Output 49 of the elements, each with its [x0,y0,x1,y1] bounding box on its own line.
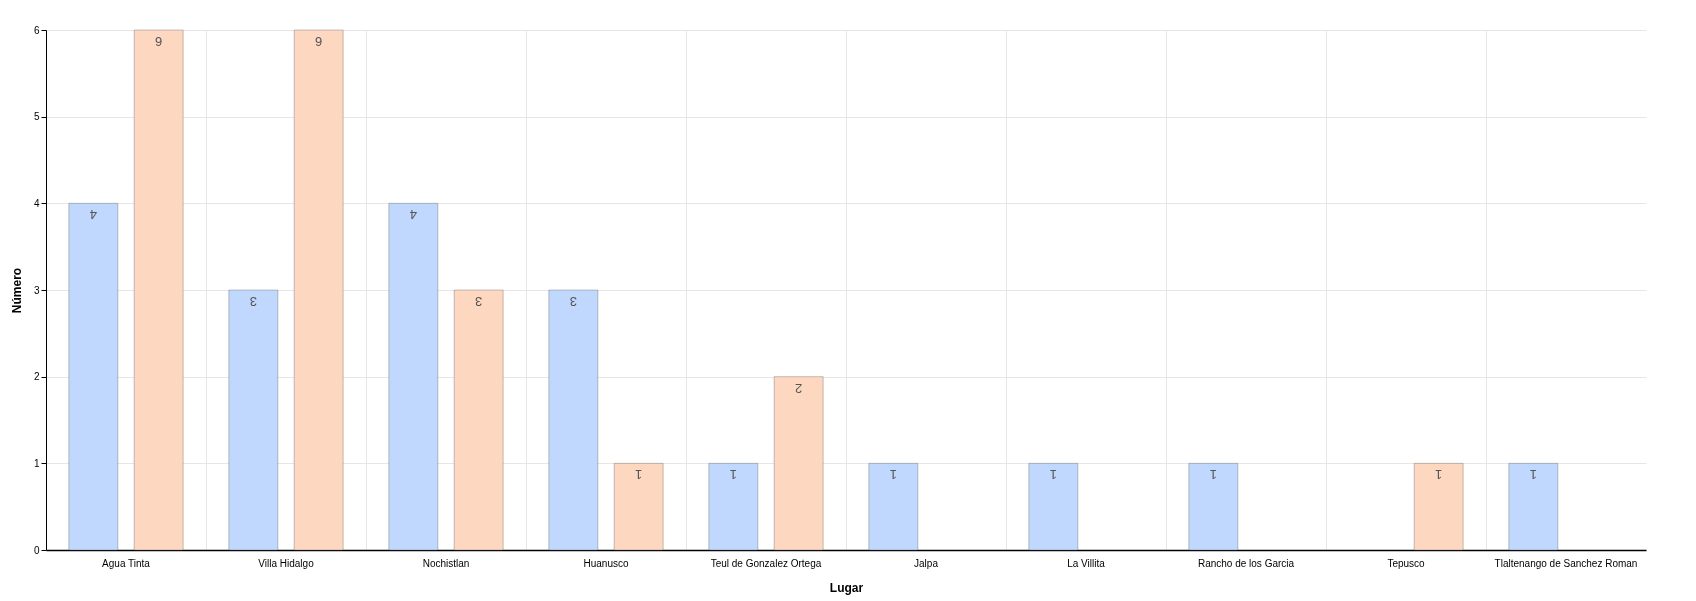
bar [1508,462,1559,551]
data-label: 1 [1529,467,1537,483]
data-label: 1 [1435,467,1443,483]
y-tick-label: 3 [33,284,40,296]
bar [868,462,919,551]
data-label: 6 [155,34,163,49]
data-label: 1 [635,467,643,483]
x-tick-label: Tepusco [1387,557,1426,569]
x-tick-label: Villa Hidalgo [258,557,315,569]
bar [548,289,599,551]
data-label: 1 [729,467,737,483]
bar [708,462,759,551]
x-tick-label: La Villita [1067,557,1106,569]
data-label: 1 [889,467,897,483]
x-tick-label: Rancho de los Garcia [1197,557,1295,569]
bar [453,289,504,551]
data-label: 6 [315,34,323,49]
data-label: 1 [1049,467,1057,483]
bar [68,202,119,551]
y-tick-label: 1 [33,457,40,469]
bar [1028,462,1079,551]
y-tick-label: 6 [33,24,40,36]
data-label: 3 [475,294,483,309]
data-label: 3 [249,294,257,309]
bar [773,376,824,551]
data-label: 2 [795,380,803,396]
y-tick-label: 2 [33,371,40,383]
bar [613,462,664,551]
bar [228,289,279,551]
bar [133,29,184,551]
x-axis-title: Lugar [829,580,864,595]
y-axis-title: Número [9,267,24,314]
data-label: 1 [1209,467,1217,483]
x-tick-label: Agua Tinta [102,557,151,569]
y-tick-label: 4 [33,197,40,209]
bar [1188,462,1239,551]
x-tick-label: Jalpa [914,557,939,569]
bar [1413,462,1464,551]
data-label: 4 [89,207,97,223]
x-tick-label: Huanusco [583,557,629,569]
x-tick-label: Tlaltenango de Sanchez Roman [1494,557,1638,569]
bar [388,202,439,551]
y-tick-label: 5 [33,111,40,123]
x-tick-label: Teul de Gonzalez Ortega [710,557,822,569]
data-label: 3 [569,294,577,309]
y-tick-label: 0 [33,544,40,556]
bar [293,29,344,551]
data-label: 4 [409,207,417,223]
x-tick-label: Nochistlan [422,557,470,569]
